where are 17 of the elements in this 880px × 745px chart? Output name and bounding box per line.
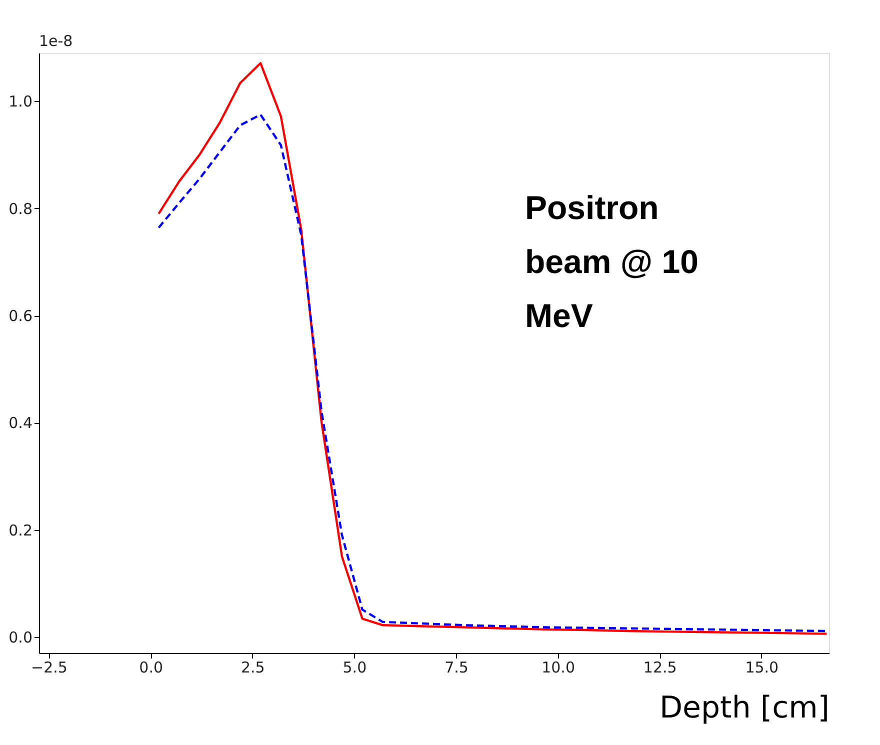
- x-tick-label: 2.5: [240, 658, 265, 676]
- y-tick-label: 0.8: [8, 200, 32, 218]
- x-tick-label: 12.5: [643, 658, 677, 676]
- y-tick-label: 0.0: [8, 628, 32, 646]
- x-tick-label: −2.5: [31, 658, 68, 676]
- y-tick-label: 1.0: [8, 92, 32, 111]
- y-tick-label: 0.4: [8, 414, 32, 432]
- y-tick-label: 0.2: [8, 521, 32, 540]
- text: 1e-8: [39, 32, 73, 50]
- x-tick-label: 0.0: [139, 658, 164, 676]
- x-tick-label: 5.0: [342, 658, 367, 676]
- x-axis-title: Depth [cm]: [659, 690, 830, 726]
- annotation: Positron beam @ 10 MeV: [525, 189, 698, 334]
- y-tick-label: 0.6: [8, 307, 32, 325]
- x-tick-label: 15.0: [745, 658, 779, 676]
- x-tick-label: 10.0: [542, 658, 575, 676]
- x-tick-label: 7.5: [444, 658, 468, 676]
